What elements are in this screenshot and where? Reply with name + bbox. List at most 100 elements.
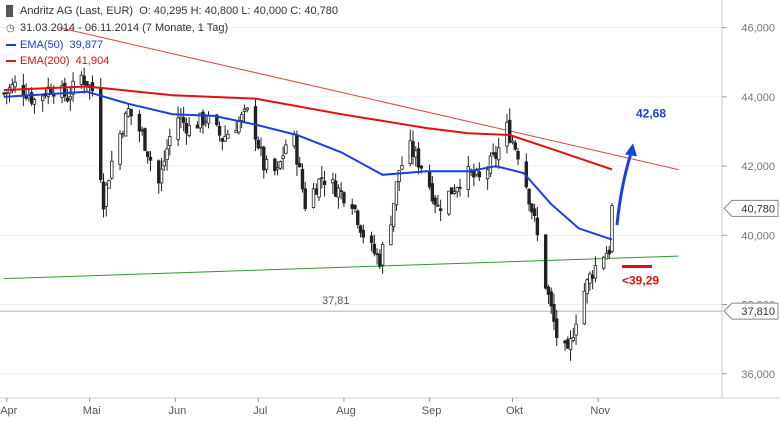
candle-body (148, 157, 153, 161)
candle-body (101, 181, 106, 210)
y-tick-label: 44,000 (741, 92, 775, 104)
ema-lines (3, 85, 613, 241)
candle-body (574, 323, 578, 336)
candle-body (610, 205, 614, 252)
candle-body (372, 243, 377, 254)
candle-body (295, 134, 299, 165)
candle-body (82, 75, 86, 85)
candles (2, 67, 614, 361)
candle-body (65, 97, 70, 102)
ema50-label: EMA(50) (20, 39, 64, 51)
candle-body (358, 225, 363, 233)
ema50-swatch (6, 44, 16, 47)
candle-body (411, 141, 415, 157)
candle-body (436, 204, 440, 207)
candle-body (604, 252, 609, 260)
candle-body (281, 155, 285, 159)
candle-body (477, 171, 482, 178)
candle-body (184, 122, 189, 134)
candle-body (118, 133, 122, 165)
candle-body (110, 160, 114, 179)
candle-body (339, 190, 343, 192)
candle-body (485, 169, 490, 180)
candle-body (162, 160, 166, 167)
ema200-value: 41,904 (75, 55, 110, 67)
candle-body (419, 165, 424, 169)
candle-body (165, 148, 169, 161)
ema200-line (3, 85, 613, 171)
candle-body (215, 114, 219, 126)
instrument-name: Andritz AG (Last, EUR) (20, 5, 134, 17)
candle-body (137, 113, 142, 132)
candle-body (146, 151, 150, 157)
candle-body (187, 124, 191, 136)
candle-body (143, 128, 147, 151)
candle-body (568, 338, 573, 351)
candle-body (107, 180, 111, 189)
candle-body (602, 256, 606, 269)
candle-body (543, 234, 548, 289)
candle-body (10, 84, 14, 92)
candle-body (195, 124, 200, 129)
candle-body (264, 159, 269, 170)
candle-body (314, 188, 318, 195)
candlestick-icon: █ (6, 6, 14, 17)
target-arrow (615, 152, 633, 226)
candle-body (590, 274, 595, 279)
candle-body (455, 187, 459, 193)
last-price-tag-text: 40,780 (741, 203, 775, 215)
candle-body (331, 179, 335, 184)
candle-body (129, 108, 133, 117)
candle-body (140, 129, 144, 132)
legend-ema50: EMA(50) 39,877 (6, 39, 103, 52)
candle-body (430, 183, 435, 202)
candle-body (450, 187, 454, 195)
candle-body (126, 108, 131, 117)
candle-body (40, 95, 45, 101)
stop-label: <39,29 (622, 273, 659, 287)
candle-body (298, 163, 302, 168)
candle-body (408, 140, 412, 164)
candle-body (438, 208, 443, 211)
candle-body (571, 337, 576, 341)
candle-body (242, 108, 247, 112)
candle-body (378, 253, 382, 267)
candle-body (123, 112, 128, 137)
candle-body (79, 74, 84, 85)
resistance-trendline (59, 27, 679, 171)
level-3781-label: 37,81 (322, 295, 350, 307)
candle-body (179, 116, 183, 120)
header-instrument: █ Andritz AG (Last, EUR) O: 40,295 H: 40,… (6, 5, 338, 18)
candle-body (369, 235, 374, 243)
header-range: ◷ 31.03.2014 - 06.11.2014 (7 Monate, 1 Ta… (6, 22, 228, 35)
x-tick-label: Apr (0, 405, 17, 417)
candle-body (416, 148, 421, 168)
candle-body (593, 265, 598, 279)
candle-body (516, 151, 520, 160)
candle-body (394, 181, 399, 206)
date-range: 31.03.2014 - 06.11.2014 (7 Monate, 1 Tag… (20, 22, 229, 34)
clock-icon: ◷ (6, 23, 15, 34)
grid (0, 27, 722, 375)
target-arrow-head-icon (625, 143, 637, 157)
candle-body (245, 107, 249, 111)
candle-body (582, 290, 587, 325)
candle-body (121, 133, 125, 136)
candle-body (29, 92, 34, 104)
y-tick-label: 46,000 (741, 23, 775, 35)
ema50-line (3, 90, 613, 241)
candle-body (322, 180, 327, 185)
annotations: <39,29 42,68 (615, 107, 666, 287)
candle-body (49, 88, 53, 94)
x-tick-label: Sep (422, 405, 442, 417)
candle-body (292, 133, 296, 147)
x-tick-label: Nov (590, 405, 610, 417)
candle-body (63, 82, 67, 97)
candle-body (217, 126, 222, 136)
candle-body (532, 208, 537, 217)
candle-body (262, 146, 266, 171)
candle-body (303, 188, 307, 210)
x-axis: Apr Mai Jun Jul Aug Sep Okt Nov (0, 397, 780, 417)
